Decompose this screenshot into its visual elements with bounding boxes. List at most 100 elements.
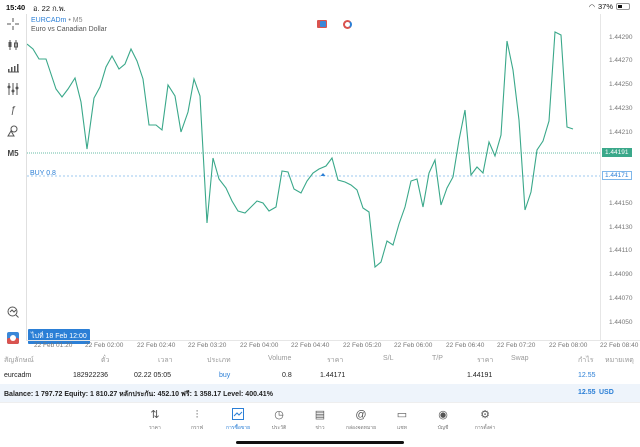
time-label: 22 Feb 05:20 <box>343 342 382 349</box>
current-price-tag: 1.44191 <box>602 148 632 157</box>
col-current-price[interactable]: ราคา <box>477 357 494 364</box>
tab-settings[interactable]: ⚙ การตั้งค่า <box>460 408 510 432</box>
candlestick-icon[interactable] <box>4 37 22 53</box>
row-open-price: 1.44171 <box>320 372 346 379</box>
signal-icon[interactable] <box>343 20 352 29</box>
crosshair-icon[interactable] <box>4 16 22 32</box>
price-polyline <box>27 31 574 269</box>
table-row[interactable]: eurcadm 182922236 02.22 05:05 buy 0.8 1.… <box>0 367 640 384</box>
function-icon[interactable]: ƒ <box>10 104 16 116</box>
price-label: 1.44110 <box>609 247 633 254</box>
one-click-trading-icon[interactable] <box>317 20 327 28</box>
price-label: 1.44290 <box>609 34 633 41</box>
chart-header-icons <box>317 20 352 29</box>
tab-account[interactable]: ◉ บัญชี <box>418 408 468 432</box>
price-label: 1.44230 <box>609 105 633 112</box>
account-summary: Balance: 1 797.72 Equity: 1 810.27 หลักป… <box>0 384 640 402</box>
time-label: 22 Feb 07:20 <box>497 342 536 349</box>
row-ticket: 182922236 <box>73 372 109 379</box>
col-sl[interactable]: S/L <box>383 355 394 362</box>
price-label: 1.44250 <box>609 81 633 88</box>
time-label: 22 Feb 02:00 <box>85 342 124 349</box>
symbol-name[interactable]: EURCADm <box>31 17 67 24</box>
symbol-description: Euro vs Canadian Dollar <box>31 26 107 33</box>
home-indicator[interactable] <box>236 441 404 444</box>
col-type[interactable]: ประเภท <box>207 357 231 364</box>
time-label: 22 Feb 08:40 <box>600 342 639 349</box>
time-label: 22 Feb 02:40 <box>137 342 176 349</box>
bar-indicator-icon[interactable] <box>4 59 22 75</box>
row-current-price: 1.44191 <box>467 372 493 379</box>
tab-chart[interactable]: ⫶ กราฟ <box>172 408 222 432</box>
status-date: อ. 22 ก.พ. <box>33 4 66 13</box>
time-label: 22 Feb 06:00 <box>394 342 433 349</box>
timeframe-button[interactable]: M5 <box>7 148 19 158</box>
time-label: 22 Feb 03:20 <box>188 342 227 349</box>
tab-news[interactable]: ▤ ข่าว <box>295 408 345 432</box>
time-label: 22 Feb 01:20 <box>34 342 73 349</box>
col-symbol[interactable]: สัญลักษณ์ <box>4 357 34 364</box>
chart-candles-icon: ⫶ <box>195 409 199 421</box>
price-line-plot: BUY 0.8 <box>27 31 601 269</box>
price-label: 1.44070 <box>609 295 633 302</box>
col-swap[interactable]: Swap <box>511 355 529 362</box>
chart-timeframe: M5 <box>72 17 83 24</box>
quotes-arrows-icon: ⇅ <box>150 409 160 421</box>
time-axis[interactable]: 22 Feb 01:20 22 Feb 02:00 22 Feb 02:40 2… <box>26 340 640 350</box>
row-profit: 12.55 <box>578 372 596 379</box>
balance-summary: Balance: 1 797.72 Equity: 1 810.27 หลักป… <box>4 391 273 398</box>
row-type: buy <box>219 372 231 379</box>
status-time: 15:40 <box>6 3 26 12</box>
price-label: 1.44090 <box>609 271 633 278</box>
col-tp[interactable]: T/P <box>432 355 443 362</box>
chart-header: EURCADm • M5 Euro vs Canadian Dollar <box>31 16 107 34</box>
row-time: 02.22 05:05 <box>134 372 171 379</box>
account-user-icon: ◉ <box>438 409 448 421</box>
tab-trade[interactable]: การซื้อขาย <box>213 408 263 432</box>
settings-gear-icon: ⚙ <box>480 409 490 421</box>
col-open-price[interactable]: ราคา <box>327 357 344 364</box>
history-clock-icon: ◷ <box>274 409 284 421</box>
price-label: 1.44130 <box>609 224 633 231</box>
time-label: 22 Feb 04:00 <box>240 342 279 349</box>
price-label: 1.44270 <box>609 57 633 64</box>
col-profit[interactable]: กำไร <box>578 357 594 364</box>
table-header: สัญลักษณ์ ตั๋ว เวลา ประเภท Volume ราคา S… <box>0 350 640 367</box>
sliders-icon[interactable] <box>4 81 22 97</box>
news-icon: ▤ <box>314 409 326 421</box>
shapes-icon[interactable] <box>4 123 22 139</box>
row-volume: 0.8 <box>282 372 292 379</box>
price-chart[interactable]: EURCADm • M5 Euro vs Canadian Dollar BUY… <box>26 14 601 340</box>
col-time[interactable]: เวลา <box>158 357 173 364</box>
chart-search-icon[interactable] <box>4 304 22 320</box>
tab-chat[interactable]: ▭ แชท <box>377 408 427 432</box>
price-label: 1.44210 <box>609 129 633 136</box>
tab-quotes[interactable]: ⇅ ราคา <box>130 408 180 432</box>
tab-history[interactable]: ◷ ประวัติ <box>254 408 304 432</box>
time-label: 22 Feb 08:00 <box>549 342 588 349</box>
symbol-separator: • <box>68 17 71 24</box>
battery-percent: 37% <box>597 2 613 11</box>
bottom-tab-bar: ⇅ ราคา ⫶ กราฟ การซื้อขาย ◷ ประวัติ ▤ ข่า… <box>0 402 640 447</box>
buy-line-label: BUY 0.8 <box>30 170 56 177</box>
price-axis[interactable]: 1.44290 1.44270 1.44250 1.44230 1.44210 … <box>600 14 640 340</box>
chart-toolbar: ƒ M5 <box>0 14 26 344</box>
total-profit: 12.55 <box>578 389 596 396</box>
status-bar: 15:40 อ. 22 ก.พ. ◠ 37% <box>0 0 640 14</box>
wifi-icon: ◠ <box>588 3 595 11</box>
col-volume[interactable]: Volume <box>268 355 292 362</box>
profit-currency: USD <box>599 389 614 396</box>
entry-arrow-icon <box>320 173 326 176</box>
trade-icon[interactable] <box>4 330 22 346</box>
battery-icon <box>616 3 630 10</box>
chat-bubble-icon: ▭ <box>396 409 408 421</box>
time-label: 22 Feb 04:40 <box>291 342 330 349</box>
tab-mailbox[interactable]: @ กล่องจดหมาย <box>336 408 386 432</box>
price-label: 1.44050 <box>609 319 633 326</box>
mailbox-at-icon: @ <box>355 409 367 421</box>
price-label: 1.44150 <box>609 200 633 207</box>
time-label: 22 Feb 06:40 <box>446 342 485 349</box>
trade-chart-icon <box>213 408 263 422</box>
col-comment[interactable]: หมายเหตุ <box>605 357 634 364</box>
col-ticket[interactable]: ตั๋ว <box>101 357 110 364</box>
